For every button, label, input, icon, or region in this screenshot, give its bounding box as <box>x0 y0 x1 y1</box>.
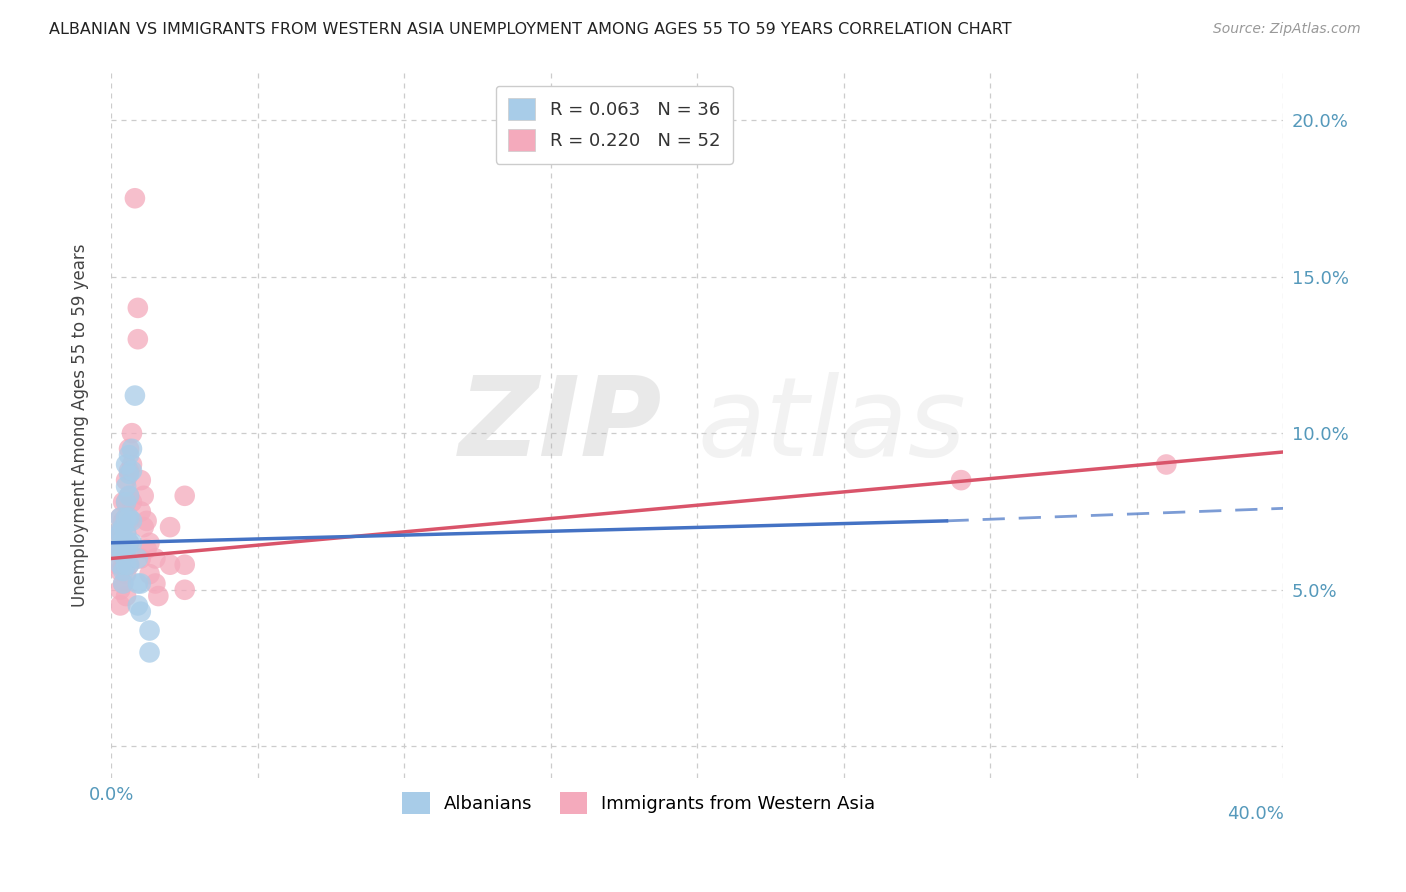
Point <box>173 582 195 597</box>
Point <box>127 301 149 315</box>
Point <box>138 645 160 659</box>
Point <box>127 576 149 591</box>
Point <box>121 464 143 478</box>
Point <box>112 520 135 534</box>
Point <box>110 582 132 597</box>
Point <box>132 520 155 534</box>
Point <box>110 558 132 572</box>
Point <box>105 542 128 557</box>
Point <box>118 467 141 481</box>
Point <box>110 545 132 559</box>
Point <box>132 489 155 503</box>
Text: 40.0%: 40.0% <box>1226 805 1284 823</box>
Text: atlas: atlas <box>697 372 966 479</box>
Point <box>129 576 152 591</box>
Point <box>173 489 195 503</box>
Point <box>121 442 143 456</box>
Point <box>115 526 138 541</box>
Point <box>112 514 135 528</box>
Point <box>112 564 135 578</box>
Point <box>950 473 973 487</box>
Point <box>118 442 141 456</box>
Point <box>135 542 157 557</box>
Point <box>173 558 195 572</box>
Point <box>121 536 143 550</box>
Point <box>135 514 157 528</box>
Point <box>129 504 152 518</box>
Point <box>115 479 138 493</box>
Legend: Albanians, Immigrants from Western Asia: Albanians, Immigrants from Western Asia <box>395 785 883 822</box>
Point <box>112 576 135 591</box>
Point <box>118 536 141 550</box>
Point <box>121 514 143 528</box>
Point <box>115 545 138 559</box>
Point <box>115 558 138 572</box>
Point <box>112 549 135 563</box>
Y-axis label: Unemployment Among Ages 55 to 59 years: Unemployment Among Ages 55 to 59 years <box>72 244 89 607</box>
Point <box>129 473 152 487</box>
Point <box>138 567 160 582</box>
Point <box>129 605 152 619</box>
Point <box>118 489 141 503</box>
Point <box>112 576 135 591</box>
Point <box>118 558 141 572</box>
Point <box>110 526 132 541</box>
Point <box>1156 458 1178 472</box>
Point <box>138 536 160 550</box>
Point <box>105 542 128 557</box>
Point <box>115 589 138 603</box>
Point <box>115 495 138 509</box>
Text: ZIP: ZIP <box>458 372 662 479</box>
Point <box>115 458 138 472</box>
Point <box>145 576 167 591</box>
Point <box>118 510 141 524</box>
Point <box>138 624 160 638</box>
Point <box>127 332 149 346</box>
Point <box>112 558 135 572</box>
Point <box>127 551 149 566</box>
Point <box>110 599 132 613</box>
Point <box>118 464 141 478</box>
Point <box>105 558 128 572</box>
Text: ALBANIAN VS IMMIGRANTS FROM WESTERN ASIA UNEMPLOYMENT AMONG AGES 55 TO 59 YEARS : ALBANIAN VS IMMIGRANTS FROM WESTERN ASIA… <box>49 22 1012 37</box>
Point <box>115 567 138 582</box>
Point <box>118 514 141 528</box>
Point <box>159 520 181 534</box>
Point <box>121 495 143 509</box>
Point <box>105 526 128 541</box>
Point <box>129 551 152 566</box>
Point <box>112 536 135 550</box>
Point <box>110 510 132 524</box>
Point <box>124 388 146 402</box>
Point <box>121 458 143 472</box>
Point <box>118 558 141 572</box>
Point <box>159 558 181 572</box>
Point <box>115 510 138 524</box>
Point <box>148 589 170 603</box>
Point <box>118 448 141 462</box>
Point <box>118 536 141 550</box>
Point <box>110 526 132 541</box>
Point <box>118 489 141 503</box>
Point <box>105 526 128 541</box>
Point <box>127 599 149 613</box>
Point <box>145 551 167 566</box>
Text: Source: ZipAtlas.com: Source: ZipAtlas.com <box>1213 22 1361 37</box>
Point <box>112 533 135 547</box>
Point <box>110 564 132 578</box>
Point <box>115 526 138 541</box>
Point <box>121 426 143 441</box>
Point <box>115 542 138 557</box>
Point <box>115 495 138 509</box>
Point <box>110 510 132 524</box>
Point <box>110 542 132 557</box>
Point <box>115 473 138 487</box>
Point <box>115 510 138 524</box>
Point <box>124 191 146 205</box>
Point <box>112 495 135 509</box>
